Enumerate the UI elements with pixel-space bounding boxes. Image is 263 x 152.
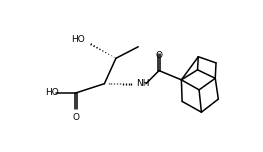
Text: O: O bbox=[72, 113, 79, 122]
Text: HO: HO bbox=[45, 88, 59, 97]
Text: HO: HO bbox=[71, 35, 85, 44]
Text: O: O bbox=[155, 51, 163, 60]
Text: NH: NH bbox=[136, 79, 149, 88]
